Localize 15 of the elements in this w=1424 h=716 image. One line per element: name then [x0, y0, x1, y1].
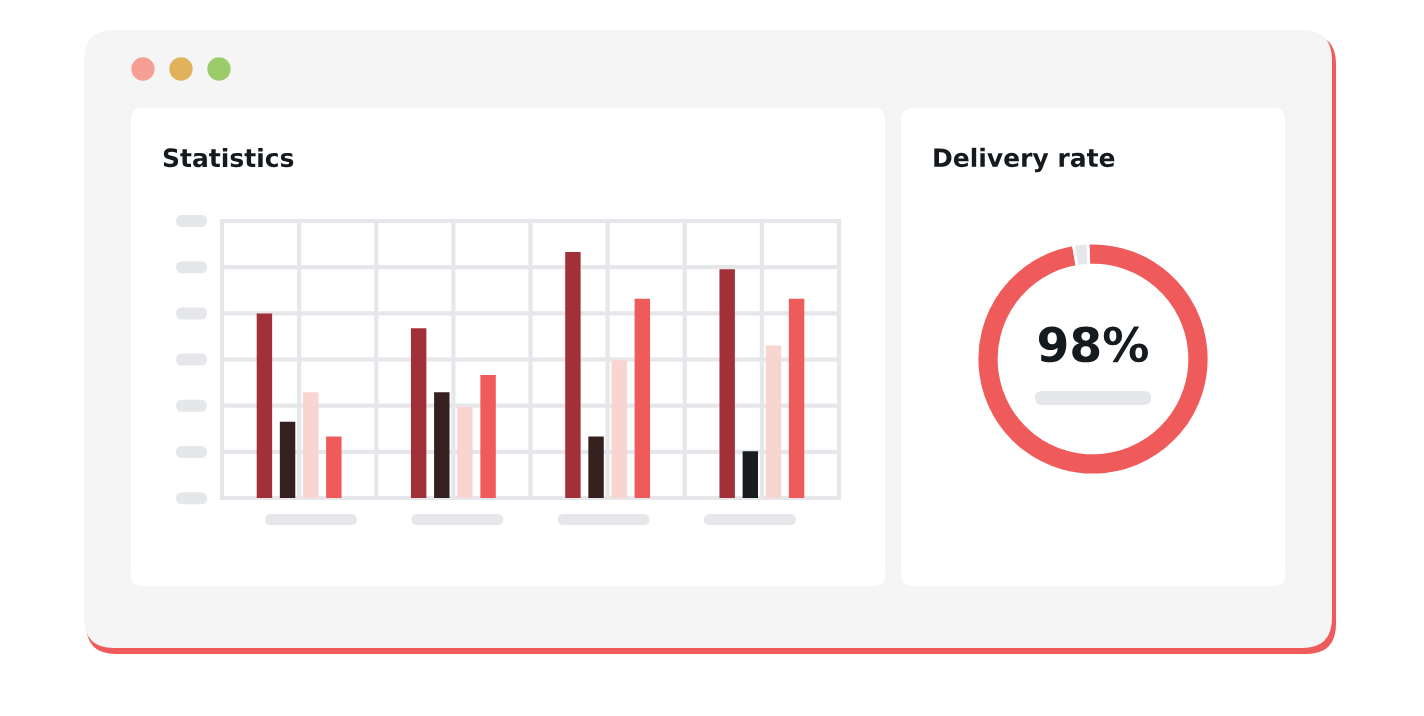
- donut-slice: [975, 241, 1211, 477]
- bar: [588, 436, 604, 498]
- bar: [279, 421, 296, 498]
- bar: [719, 269, 735, 498]
- bar: [634, 298, 651, 498]
- bar: [480, 375, 496, 498]
- bar: [256, 313, 273, 498]
- chart-title: Statistics: [163, 147, 294, 168]
- text: 98%: [1038, 326, 1149, 363]
- bar: [742, 451, 759, 498]
- chart-title: Delivery rate: [934, 147, 1115, 173]
- bar: [326, 436, 342, 498]
- bar: [410, 328, 427, 498]
- bar: [565, 252, 581, 498]
- bar: [788, 298, 805, 498]
